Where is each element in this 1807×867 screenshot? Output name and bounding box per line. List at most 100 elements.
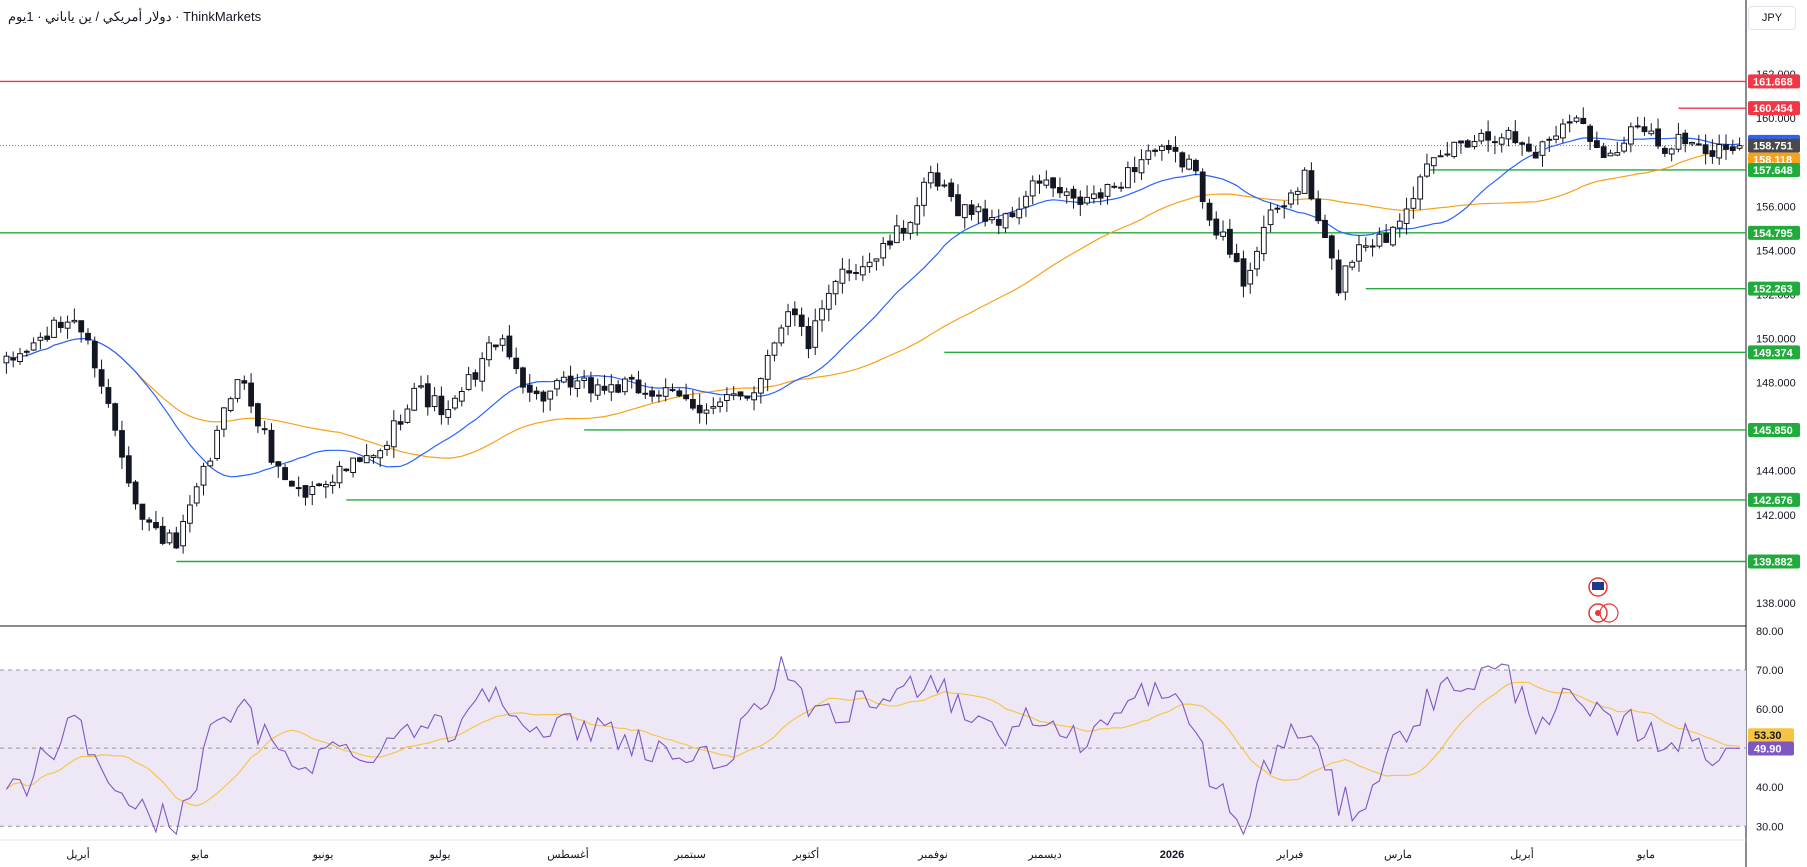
candle-body xyxy=(1138,159,1145,174)
candle-body xyxy=(1240,258,1247,287)
candle-body xyxy=(1526,143,1532,152)
candle-body xyxy=(350,457,357,474)
candle-body xyxy=(329,481,336,486)
candle-body xyxy=(316,483,323,487)
candle-body xyxy=(85,332,91,341)
price-tag-label: 145.850 xyxy=(1753,425,1793,437)
candle-body xyxy=(955,194,961,217)
candle-body xyxy=(268,429,275,463)
candle-body xyxy=(458,391,465,402)
candle-body xyxy=(1702,144,1709,154)
time-axis-label: نوفمبر xyxy=(917,849,948,861)
candle-body xyxy=(717,401,724,407)
candle-body xyxy=(1281,205,1288,208)
candle-body xyxy=(1057,187,1063,194)
candle-body xyxy=(1322,219,1328,238)
candle-body xyxy=(1342,265,1349,293)
candle-body xyxy=(1315,198,1322,222)
candle-body xyxy=(737,391,744,397)
candle-body xyxy=(995,218,1002,226)
candle-body xyxy=(526,384,533,393)
candle-body xyxy=(1573,117,1580,122)
candle-body xyxy=(676,390,683,397)
candle-body xyxy=(418,385,424,388)
rsi-tag-label: 49.90 xyxy=(1754,744,1782,756)
price-tick-label: 156.000 xyxy=(1756,201,1796,213)
candle-body xyxy=(309,486,316,495)
candle-body xyxy=(825,292,832,310)
price-tick-label: 144.000 xyxy=(1756,466,1796,478)
candle-body xyxy=(187,504,193,524)
candle-body xyxy=(961,204,968,219)
candle-body xyxy=(730,393,737,396)
candle-body xyxy=(819,308,825,321)
candle-body xyxy=(1247,269,1254,285)
candle-body xyxy=(139,503,146,520)
candle-body xyxy=(207,460,214,467)
candle-body xyxy=(669,389,676,392)
candle-body xyxy=(1403,208,1410,224)
candle-body xyxy=(1729,146,1736,152)
candle-body xyxy=(146,519,153,523)
candle-body xyxy=(10,357,17,361)
candle-body xyxy=(1376,233,1383,247)
candle-body xyxy=(1655,128,1661,147)
candle-body xyxy=(499,338,506,346)
candle-body xyxy=(1036,180,1043,184)
candle-body xyxy=(1464,140,1471,148)
candle-body xyxy=(78,320,85,333)
candle-body xyxy=(1532,151,1539,159)
candle-body xyxy=(859,266,866,276)
candle-body xyxy=(173,532,180,549)
candle-body xyxy=(839,268,846,284)
candle-body xyxy=(1723,144,1729,150)
candle-body xyxy=(1131,167,1138,173)
candle-body xyxy=(1091,193,1097,199)
candle-body xyxy=(1675,133,1682,150)
candle-body xyxy=(180,521,186,547)
candle-body xyxy=(710,406,717,409)
candle-body xyxy=(560,376,567,383)
us-flag-icon-field xyxy=(1592,582,1604,590)
candle-body xyxy=(438,395,445,416)
price-tag-label: 139.882 xyxy=(1753,556,1793,568)
time-axis-labels: أبريل مايو يونيو يوليو أغسطس سبتمبر أكتوبر نوفم… xyxy=(66,847,1655,861)
candle-body xyxy=(1546,138,1553,141)
rsi-ma-line xyxy=(6,681,1740,807)
rsi-tag-rsi xyxy=(1748,741,1794,756)
candle-body xyxy=(1206,202,1213,221)
candle-body xyxy=(1485,131,1491,141)
rsi-line xyxy=(5,656,1740,836)
candle-body xyxy=(1444,153,1451,156)
candle-body xyxy=(941,184,948,187)
candle-body xyxy=(193,486,200,504)
candle-body xyxy=(1288,192,1294,205)
candle-body xyxy=(397,421,404,425)
candle-body xyxy=(662,387,669,397)
candle-body xyxy=(153,522,159,529)
candle-body xyxy=(635,379,642,394)
candle-body xyxy=(295,487,302,490)
candle-body xyxy=(64,321,71,329)
candle-body xyxy=(105,387,112,404)
candle-body xyxy=(1682,132,1689,145)
candle-body xyxy=(948,182,955,197)
currency-selector[interactable]: JPY xyxy=(1748,6,1796,30)
candle-body xyxy=(1614,152,1621,156)
candle-body xyxy=(887,240,893,246)
price-tag-resistance xyxy=(1748,101,1800,116)
time-axis-label: مايو xyxy=(1636,849,1655,861)
candle-body xyxy=(1267,209,1274,226)
candle-body xyxy=(547,390,554,400)
candle-body xyxy=(533,390,540,395)
candle-body xyxy=(1308,170,1315,200)
candle-body xyxy=(411,387,418,411)
candle-body xyxy=(119,430,125,458)
candle-body xyxy=(377,450,384,459)
rsi-tick-label: 70.00 xyxy=(1756,665,1784,677)
candle-body xyxy=(1600,146,1607,159)
candle-body xyxy=(1410,198,1417,209)
ma-fast-line xyxy=(6,137,1740,478)
